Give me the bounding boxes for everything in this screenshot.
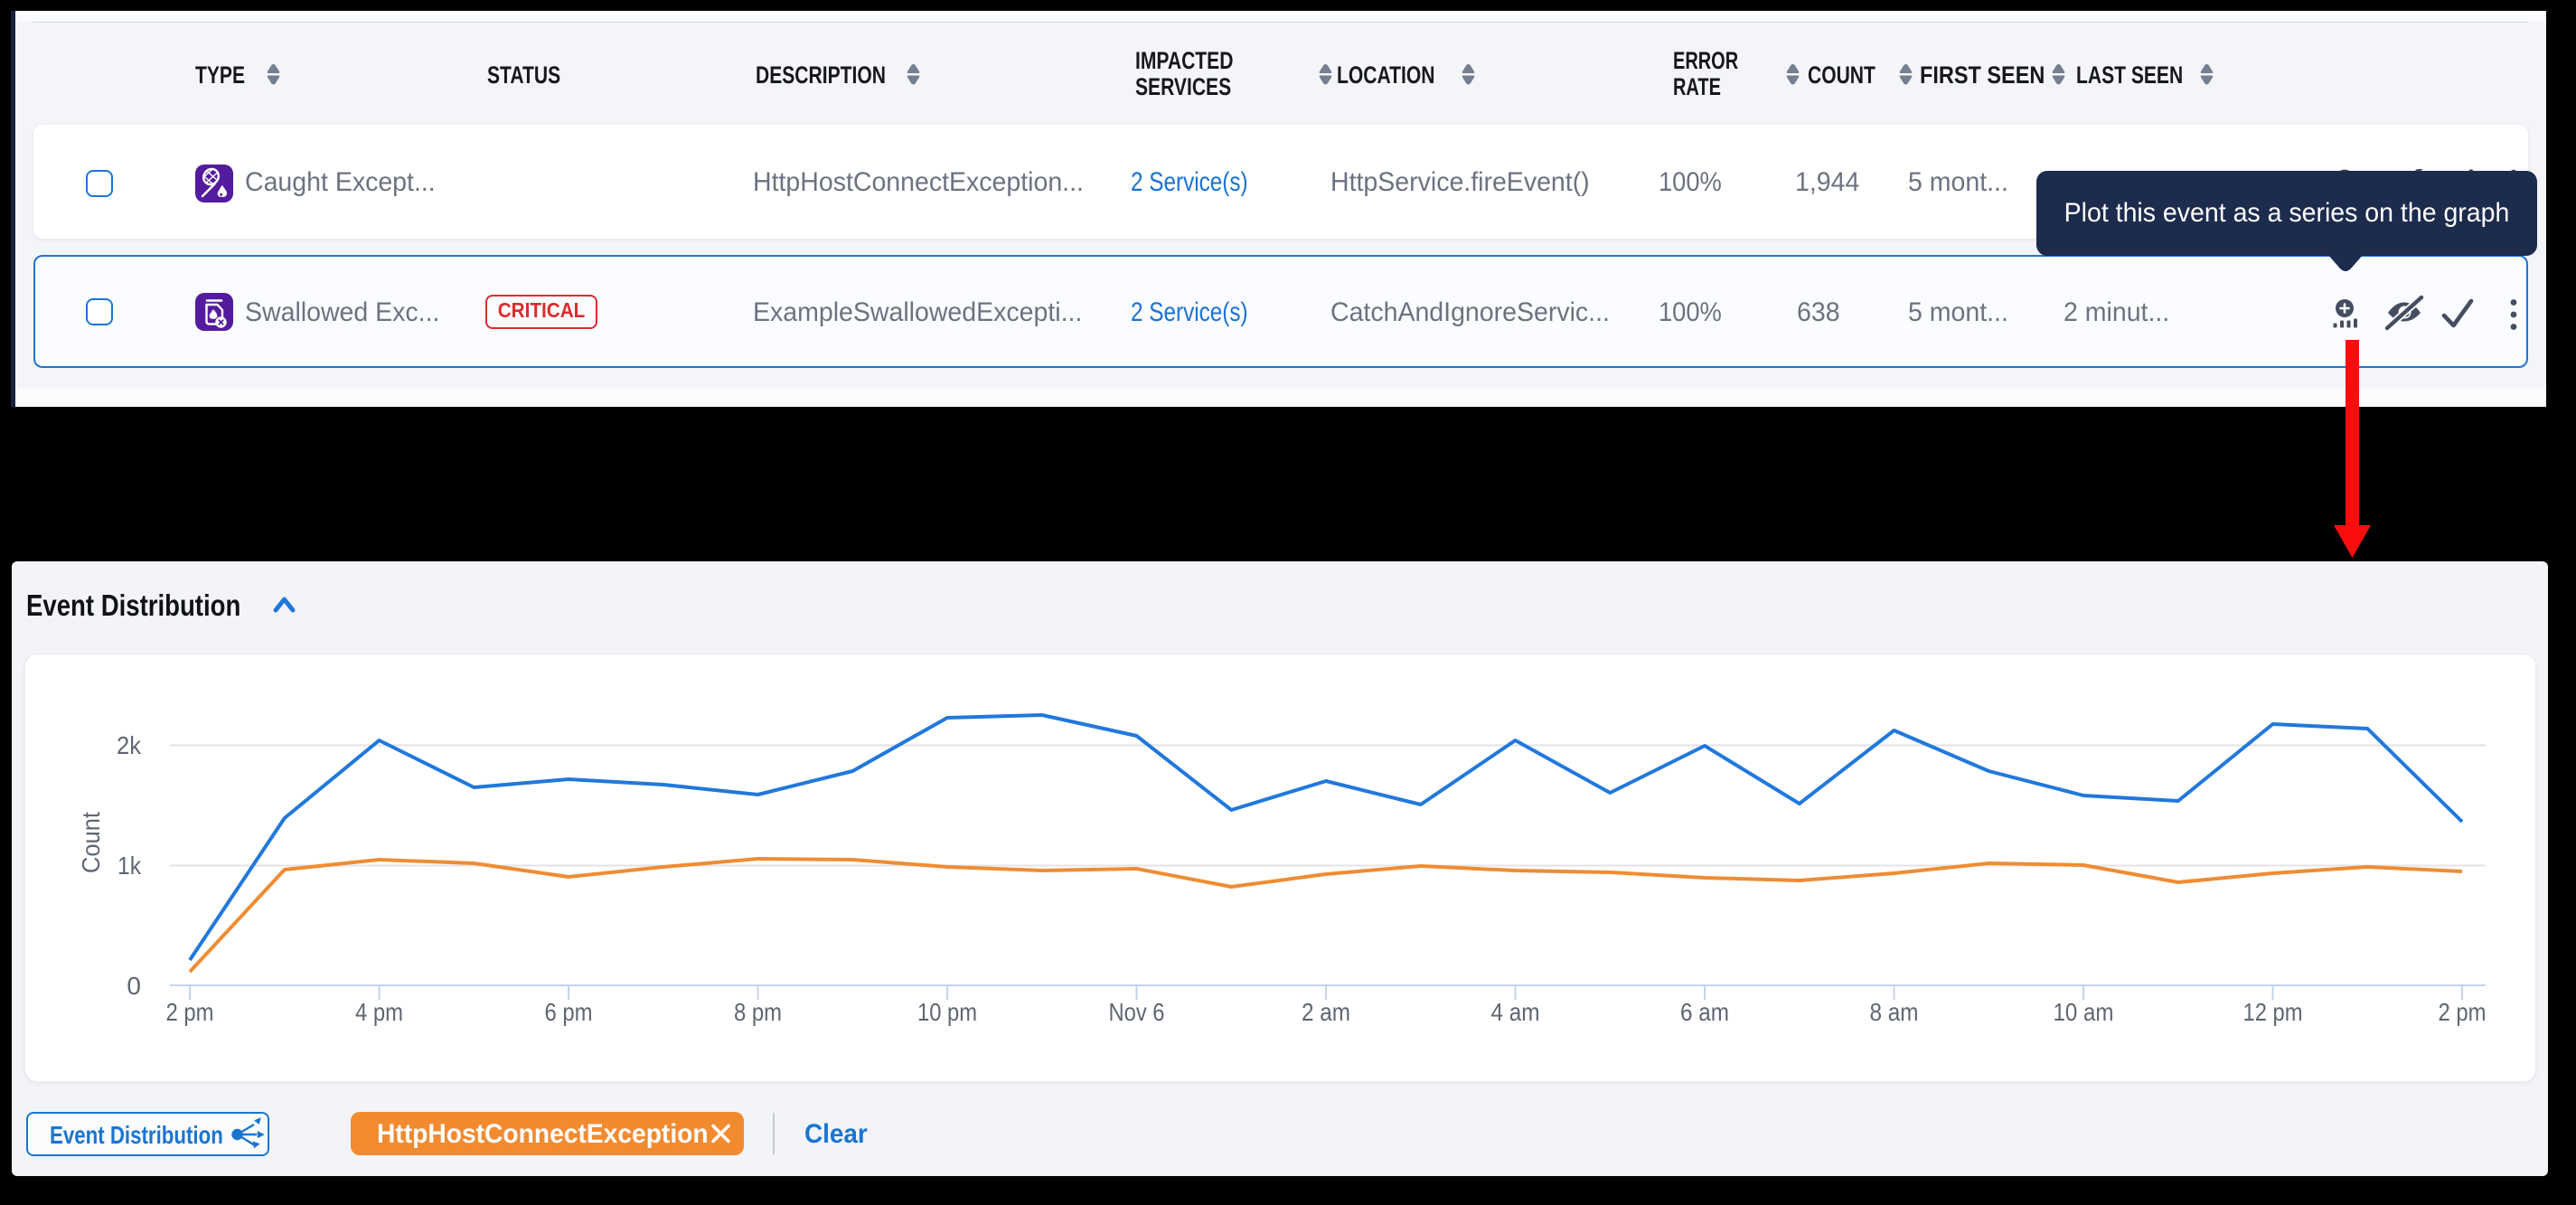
- svg-text:4 pm: 4 pm: [355, 998, 403, 1026]
- svg-text:8 pm: 8 pm: [734, 998, 782, 1026]
- svg-text:12 pm: 12 pm: [2243, 998, 2303, 1026]
- svg-text:10 pm: 10 pm: [917, 998, 977, 1026]
- svg-text:8 am: 8 am: [1870, 998, 1919, 1026]
- svg-text:10 am: 10 am: [2054, 998, 2114, 1026]
- svg-text:6 pm: 6 pm: [545, 998, 593, 1026]
- svg-text:6 am: 6 am: [1680, 998, 1729, 1026]
- svg-text:Nov 6: Nov 6: [1109, 998, 1165, 1026]
- svg-text:2 am: 2 am: [1302, 998, 1350, 1026]
- svg-text:4 am: 4 am: [1491, 998, 1540, 1026]
- svg-text:2 pm: 2 pm: [166, 998, 214, 1026]
- svg-text:0: 0: [127, 972, 141, 1000]
- svg-text:Count: Count: [77, 812, 105, 873]
- svg-text:2 pm: 2 pm: [2439, 998, 2487, 1026]
- svg-text:2k: 2k: [117, 731, 142, 759]
- svg-text:1k: 1k: [118, 852, 142, 880]
